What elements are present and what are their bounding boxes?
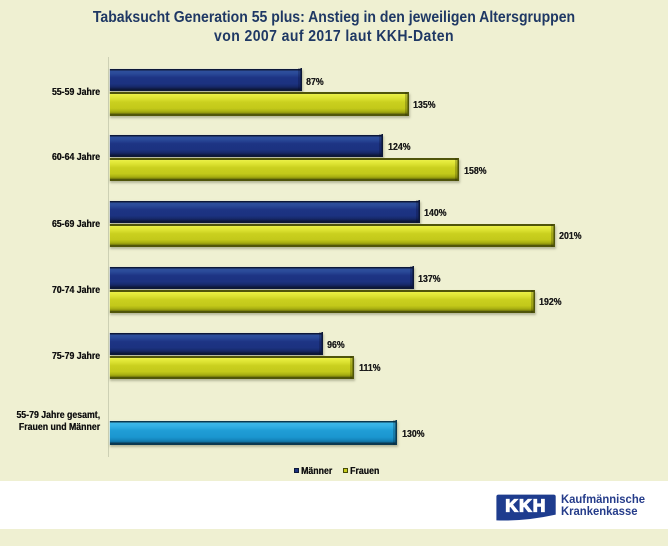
- svg-text:KKH: KKH: [505, 496, 546, 516]
